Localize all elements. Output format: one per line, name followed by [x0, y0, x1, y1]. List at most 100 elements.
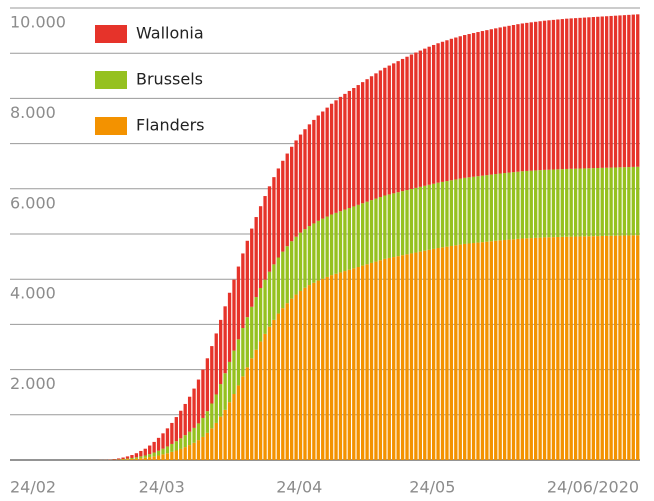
bar-segment — [241, 376, 245, 460]
legend-swatch — [95, 25, 127, 43]
bar-segment — [258, 206, 263, 289]
bar-segment — [396, 256, 400, 460]
bar-segment — [489, 241, 493, 460]
bar-segment — [276, 168, 281, 258]
bar-segment — [170, 443, 174, 452]
bar-segment — [174, 450, 178, 460]
bar-segment — [636, 14, 640, 167]
bar-segment — [321, 278, 325, 460]
bar-segment — [227, 402, 232, 460]
x-tick-label: 24/05 — [409, 478, 455, 497]
bar-segment — [542, 237, 547, 460]
bar-segment — [210, 428, 214, 460]
bar-segment — [502, 26, 507, 174]
bar-segment — [183, 435, 187, 448]
bar-segment — [471, 33, 476, 177]
bar-segment — [440, 41, 445, 182]
bar-segment — [267, 271, 272, 327]
bar-segment — [112, 459, 116, 460]
bar-segment — [338, 211, 343, 273]
x-tick-label: 24/06/2020 — [547, 478, 639, 497]
bar-segment — [538, 170, 542, 238]
bar-segment — [525, 170, 529, 239]
bar-segment — [352, 88, 356, 207]
bar-segment — [449, 245, 454, 460]
bar-segment — [290, 241, 294, 299]
bar-segment — [343, 209, 347, 272]
bar-segment — [316, 115, 320, 221]
legend-swatch — [95, 71, 127, 89]
x-tick-label: 24/03 — [139, 478, 185, 497]
bar-segment — [196, 379, 201, 424]
bar-segment — [356, 85, 360, 205]
bar-segment — [431, 44, 436, 184]
bar-segment — [374, 198, 378, 262]
bar-segment — [236, 385, 241, 460]
bar-segment — [329, 214, 334, 276]
bar-segment — [516, 171, 520, 239]
bar-segment — [227, 292, 232, 362]
bar-segment — [569, 236, 573, 460]
bar-segment — [547, 169, 551, 238]
bar-segment — [267, 186, 272, 272]
bar-segment — [573, 18, 578, 169]
bar-segment — [241, 328, 245, 377]
y-tick-label: 4.000 — [10, 284, 56, 303]
bar-segment — [196, 423, 201, 441]
bar-segment — [187, 396, 192, 432]
bar-segment — [463, 35, 467, 178]
bar-segment — [356, 204, 360, 267]
bar-segment — [165, 446, 170, 454]
x-tick-label: 24/04 — [276, 478, 322, 497]
bar-segment — [636, 235, 640, 460]
bar-segment — [569, 18, 573, 169]
bar-segment — [392, 63, 396, 194]
bar-segment — [214, 422, 218, 460]
bar-segment — [463, 243, 467, 460]
legend-label: Flanders — [136, 116, 205, 135]
bar-segment — [303, 229, 307, 288]
bar-segment — [290, 298, 294, 460]
bar-segment — [551, 169, 556, 238]
bar-segment — [582, 17, 587, 169]
bar-segment — [294, 294, 298, 460]
bar-segment — [187, 431, 192, 446]
bar-segment — [511, 239, 516, 460]
bar-segment — [245, 317, 249, 368]
bar-segment — [210, 403, 214, 429]
bar-segment — [369, 200, 374, 263]
bar-segment — [250, 358, 254, 460]
bar-segment — [498, 27, 502, 174]
bar-segment — [139, 456, 143, 459]
bar-segment — [480, 31, 485, 176]
bar-segment — [587, 17, 591, 169]
bar-segment — [520, 23, 525, 172]
bar-segment — [179, 448, 183, 460]
bar-segment — [476, 242, 480, 460]
bar-segment — [605, 167, 609, 236]
bar-segment — [498, 240, 502, 460]
bar-segment — [494, 174, 498, 241]
bar-segment — [307, 124, 312, 227]
bar-segment — [374, 261, 378, 460]
bar-segment — [587, 236, 591, 460]
bar-segment — [427, 184, 431, 250]
bar-segment — [183, 447, 187, 460]
bar-segment — [219, 384, 223, 417]
bar-segment — [241, 253, 245, 329]
bar-segment — [556, 19, 560, 170]
bar-segment — [454, 37, 458, 180]
bar-segment — [569, 168, 573, 237]
bar-segment — [321, 111, 325, 219]
bar-segment — [423, 48, 427, 186]
bar-segment — [631, 166, 635, 236]
bar-segment — [161, 448, 165, 455]
bar-segment — [587, 168, 591, 237]
legend-label: Wallonia — [136, 24, 204, 43]
bar-segment — [622, 235, 627, 460]
bar-segment — [148, 457, 152, 460]
bar-segment — [529, 238, 533, 460]
bar-segment — [609, 15, 613, 168]
bar-segment — [542, 20, 547, 170]
